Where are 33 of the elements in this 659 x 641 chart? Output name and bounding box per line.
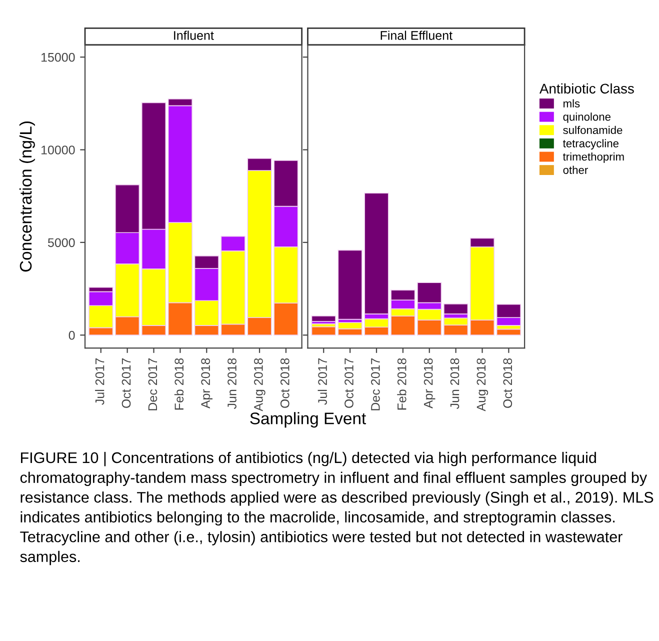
x-tick-label: Feb 2018 [174,358,184,410]
x-tick-label: Oct 2018 [503,358,512,408]
x-tick-label: Aug 2018 [476,358,488,412]
x-tick-label: Dec 2017 [148,358,158,410]
y-tick-label: 0 [68,330,75,340]
x-tick-label: Apr 2018 [201,358,212,408]
legend-label: mls [564,99,580,108]
x-tick-label: Dec 2017 [371,358,380,410]
x-tick-label: Feb 2018 [397,358,406,410]
legend-label: sulfonamide [563,126,622,134]
x-tick-label: Oct 2018 [280,358,290,408]
legend-title: Antibiotic Class [540,83,634,94]
x-tick-label: Oct 2017 [122,358,131,408]
legend-label: trimethoprim [562,152,624,163]
legend-label: quinolone [563,112,611,123]
legend-label: tetracycline [562,139,619,150]
x-tick-label: Jul 2017 [318,358,327,405]
x-tick-label: Aug 2018 [254,358,266,412]
y-tick-label: 15000 [41,52,75,62]
x-tick-label: Apr 2018 [424,358,436,408]
chart-title: Influent [174,30,214,40]
x-axis-title: Sampling Event [250,412,366,428]
x-tick-label: Jun 2018 [450,358,460,410]
y-tick-label: 10000 [41,146,75,154]
caption: FIGURE 10 | Concentrations of antibiotics (ng/L) detected via high performance liquid chromatography-tandem mass spectrometry in influent and final effluent samples grouped by resistance class. The methods applied were as described previously (Singh et al., 2019). MLS indicates antibiotics belonging to the macrolide, lincosamide, and streptogramin classes. Tetracycline and other (i.e., tylosin) antibiotics were tested but not detected in wastewater samples. [20,452,654,566]
y-axis-title: Concentration (ng/L) [19,122,35,272]
x-tick-label: Oct 2017 [344,358,354,408]
x-tick-label: Jun 2018 [228,358,236,410]
y-tick-label: 5000 [48,238,75,248]
legend-label: other [563,166,588,174]
x-tick-label: Jul 2017 [95,358,104,405]
chart-title: Final Effluent [380,30,452,40]
bar [444,304,468,314]
